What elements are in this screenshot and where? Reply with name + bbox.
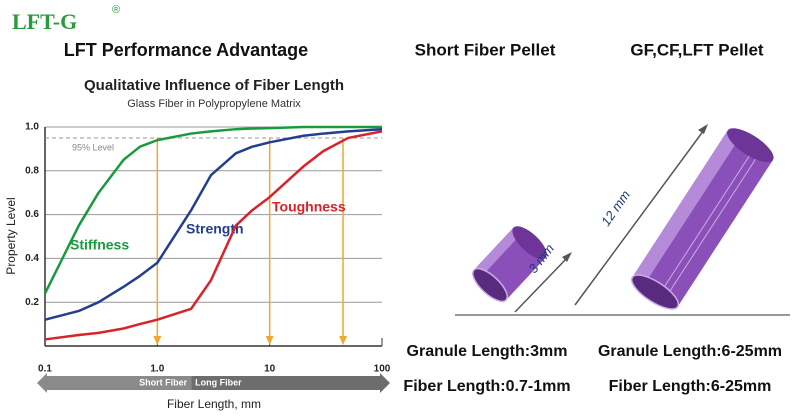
- arrow-head: [698, 124, 708, 134]
- chart-title: Qualitative Influence of Fiber Length: [84, 77, 344, 94]
- short-pellet: [472, 226, 547, 303]
- arrow-head: [153, 336, 162, 345]
- y-tick-label: 0.6: [25, 209, 39, 220]
- range-arrow-left: [37, 373, 47, 393]
- fiber-range-label: Short Fiber: [139, 377, 187, 387]
- y-axis-label: Property Level: [4, 197, 18, 274]
- long-pellet: [630, 128, 774, 310]
- fiber-range-label: Long Fiber: [195, 377, 242, 387]
- y-tick-label: 0.8: [25, 165, 39, 176]
- chart-subtitle: Glass Fiber in Polypropylene Matrix: [127, 98, 301, 110]
- fiber-length: Fiber Length:6-25mm: [609, 378, 772, 395]
- series-label: Strength: [186, 221, 244, 237]
- y-tick-label: 0.2: [25, 297, 39, 308]
- granule-length: Granule Length:3mm: [407, 343, 568, 360]
- y-tick-label: 0.4: [25, 253, 39, 264]
- fiber-range: [191, 376, 382, 390]
- dimension-arrow: [574, 129, 705, 306]
- x-tick-label: 100: [374, 364, 391, 375]
- arrow-head: [339, 336, 348, 345]
- x-tick-label: 0.1: [38, 364, 52, 375]
- fiber-length: Fiber Length:0.7-1mm: [403, 378, 570, 395]
- logo: LFT-G: [12, 9, 77, 34]
- x-axis-label: Fiber Length, mm: [167, 397, 261, 411]
- x-tick-label: 1.0: [150, 364, 164, 375]
- level-label: 95% Level: [72, 142, 114, 152]
- fiber-range: [45, 376, 192, 390]
- series-label: Stiffness: [70, 237, 129, 253]
- dimension-label: 12 mm: [598, 187, 633, 228]
- granule-length: Granule Length:6-25mm: [598, 343, 782, 360]
- series-line: [44, 127, 383, 321]
- x-tick-label: 10: [264, 364, 276, 375]
- arrow-head: [562, 252, 572, 262]
- series-line: [44, 130, 383, 341]
- dimension-arrow: [514, 256, 569, 313]
- series-label: Toughness: [272, 199, 346, 215]
- arrow-head: [265, 336, 274, 345]
- panel-title: GF,CF,LFT Pellet: [630, 40, 764, 59]
- y-tick-label: 1.0: [25, 122, 39, 133]
- logo-mark: ®: [112, 4, 120, 16]
- heading: LFT Performance Advantage: [64, 40, 308, 60]
- range-arrow-right: [380, 373, 390, 393]
- series-line: [43, 125, 382, 294]
- panel-title: Short Fiber Pellet: [415, 40, 556, 59]
